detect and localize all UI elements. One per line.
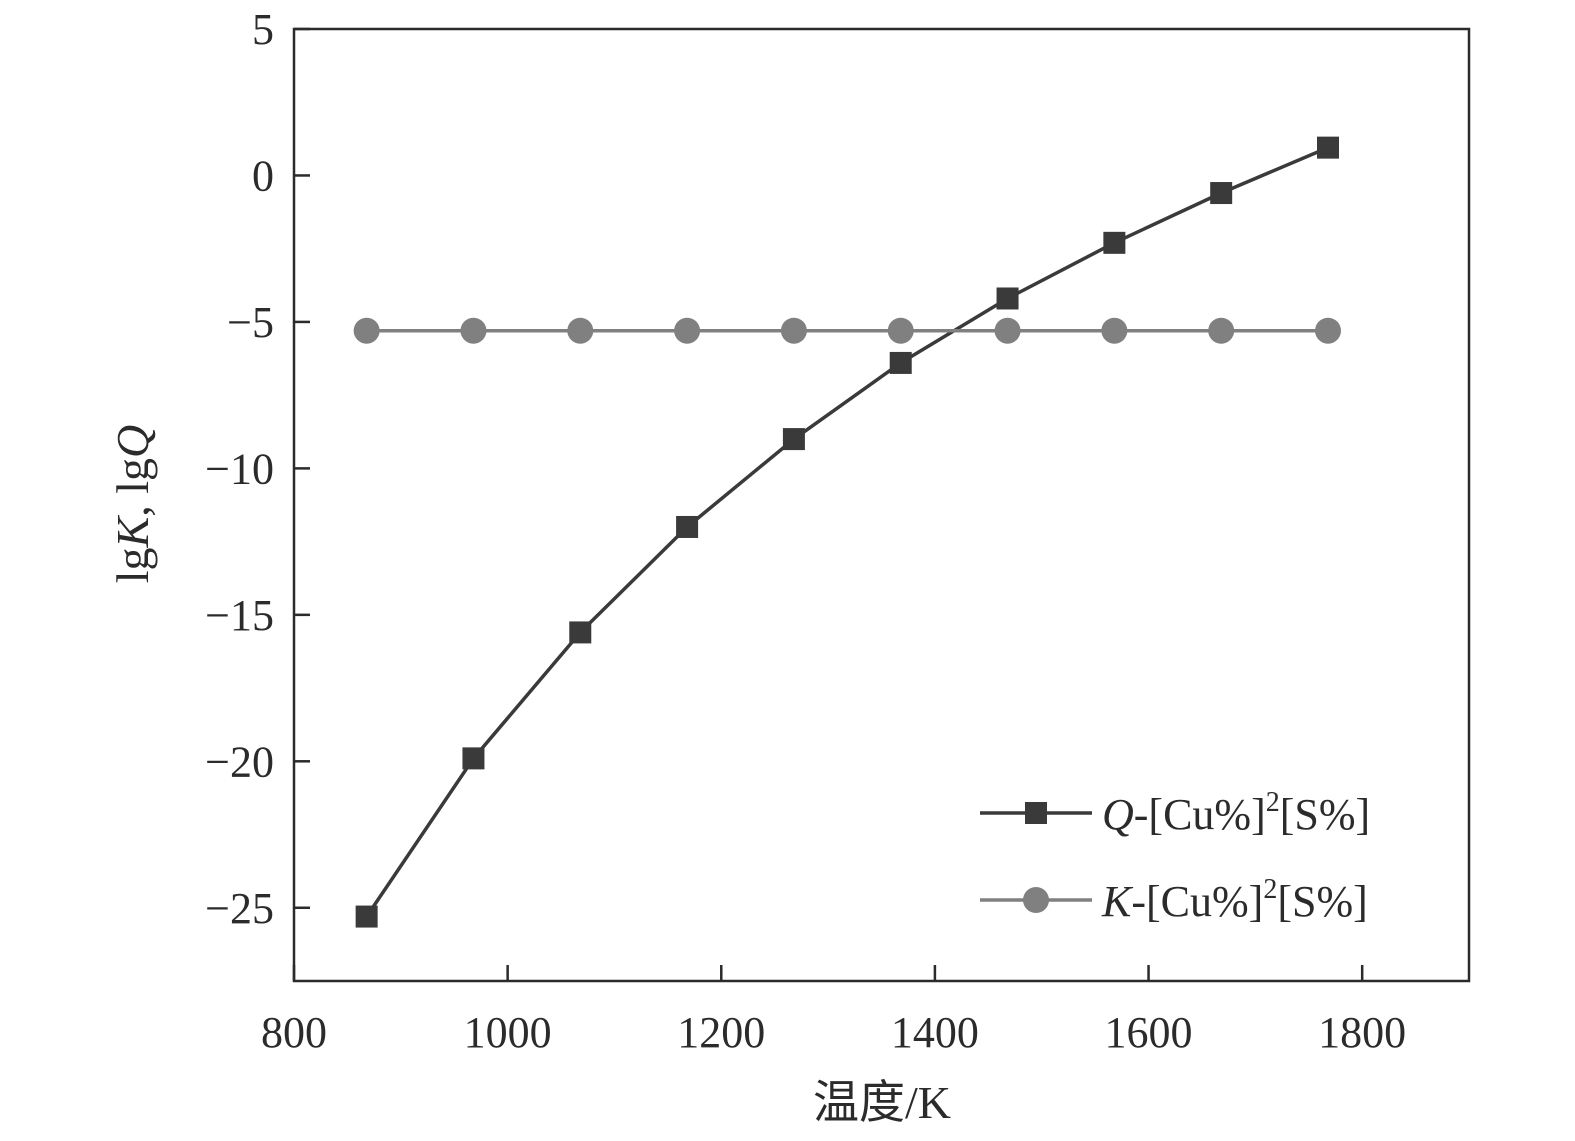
series-1-point-4	[780, 317, 807, 344]
series-0-point-0	[355, 905, 378, 928]
y-tick-label-4: −15	[205, 591, 274, 640]
series-1-point-7	[1101, 317, 1128, 344]
legend-q-label: Q-[Cu%]2[S%]	[1102, 787, 1370, 839]
x-tick-label-1600: 1600	[1105, 1008, 1193, 1057]
legend-k-label-tail: [S%]	[1277, 877, 1367, 926]
plot-frame	[292, 27, 1471, 983]
legend-q-label-tail: [S%]	[1280, 790, 1370, 839]
series-1-point-9	[1315, 317, 1341, 344]
plot-axes	[292, 27, 1471, 983]
y-tick-label-3: −10	[205, 444, 274, 493]
legend-q-marker	[1025, 802, 1047, 824]
legend-item-q: Q-[Cu%]2[S%]	[980, 787, 1370, 839]
series-0-point-8	[1210, 182, 1233, 205]
legend-k-label: K-[Cu%]2[S%]	[1101, 874, 1368, 926]
series-0-point-4	[782, 428, 805, 451]
series-1-point-1	[460, 317, 487, 344]
y-tick-label-0: 5	[252, 5, 274, 54]
y-axis-title-italic1: K	[107, 514, 158, 548]
series-1-point-6	[994, 317, 1021, 344]
legend: Q-[Cu%]2[S%] K-[Cu%]2[S%]	[980, 787, 1370, 926]
series-0-point-5	[889, 351, 912, 374]
legend-k-label-italic: K	[1101, 877, 1134, 926]
x-tick-label-1400: 1400	[891, 1008, 979, 1057]
series-0-point-2	[569, 621, 592, 644]
series-0-point-6	[996, 287, 1019, 310]
ticks-layer: 800 1000 1200 1400 1600 1800 5 0 −5 −10 −15 −20 −25	[205, 5, 1406, 1057]
legend-q-label-sup: 2	[1266, 787, 1280, 818]
series-0-point-3	[676, 515, 699, 538]
legend-q-label-rest: -[Cu%]	[1134, 790, 1266, 839]
series-0-point-9	[1317, 136, 1339, 159]
y-axis-title-part2: , lg	[107, 458, 158, 517]
x-tick-label-1800: 1800	[1318, 1008, 1406, 1057]
series-1-point-8	[1208, 317, 1235, 344]
series-0-point-1	[462, 747, 485, 770]
series-1-point-5	[887, 317, 914, 344]
series-1-point-2	[567, 317, 594, 344]
y-tick-label-1: 0	[252, 151, 274, 200]
series-1-point-0	[353, 317, 380, 344]
series-0-line	[365, 145, 1329, 918]
x-axis-title: 温度/K	[813, 1077, 951, 1128]
x-tick-label-800: 800	[261, 1008, 327, 1057]
y-tick-label-2: −5	[227, 298, 274, 347]
y-axis-title: lgK, lgQ	[107, 425, 158, 583]
series-layer	[353, 136, 1341, 928]
legend-k-label-rest: -[Cu%]	[1131, 877, 1263, 926]
y-axis-title-part1: lg	[107, 547, 158, 583]
y-axis-title-italic2: Q	[107, 425, 158, 458]
y-tick-label-5: −20	[205, 737, 274, 786]
legend-item-k: K-[Cu%]2[S%]	[980, 874, 1368, 926]
series-1-point-3	[674, 317, 701, 344]
legend-q-label-italic: Q	[1102, 790, 1134, 839]
x-tick-label-1200: 1200	[677, 1008, 765, 1057]
legend-k-marker	[1023, 887, 1049, 913]
y-tick-label-6: −25	[205, 884, 274, 933]
legend-k-label-sup: 2	[1263, 874, 1277, 905]
series-0-point-7	[1103, 231, 1126, 254]
x-tick-label-1000: 1000	[464, 1008, 552, 1057]
